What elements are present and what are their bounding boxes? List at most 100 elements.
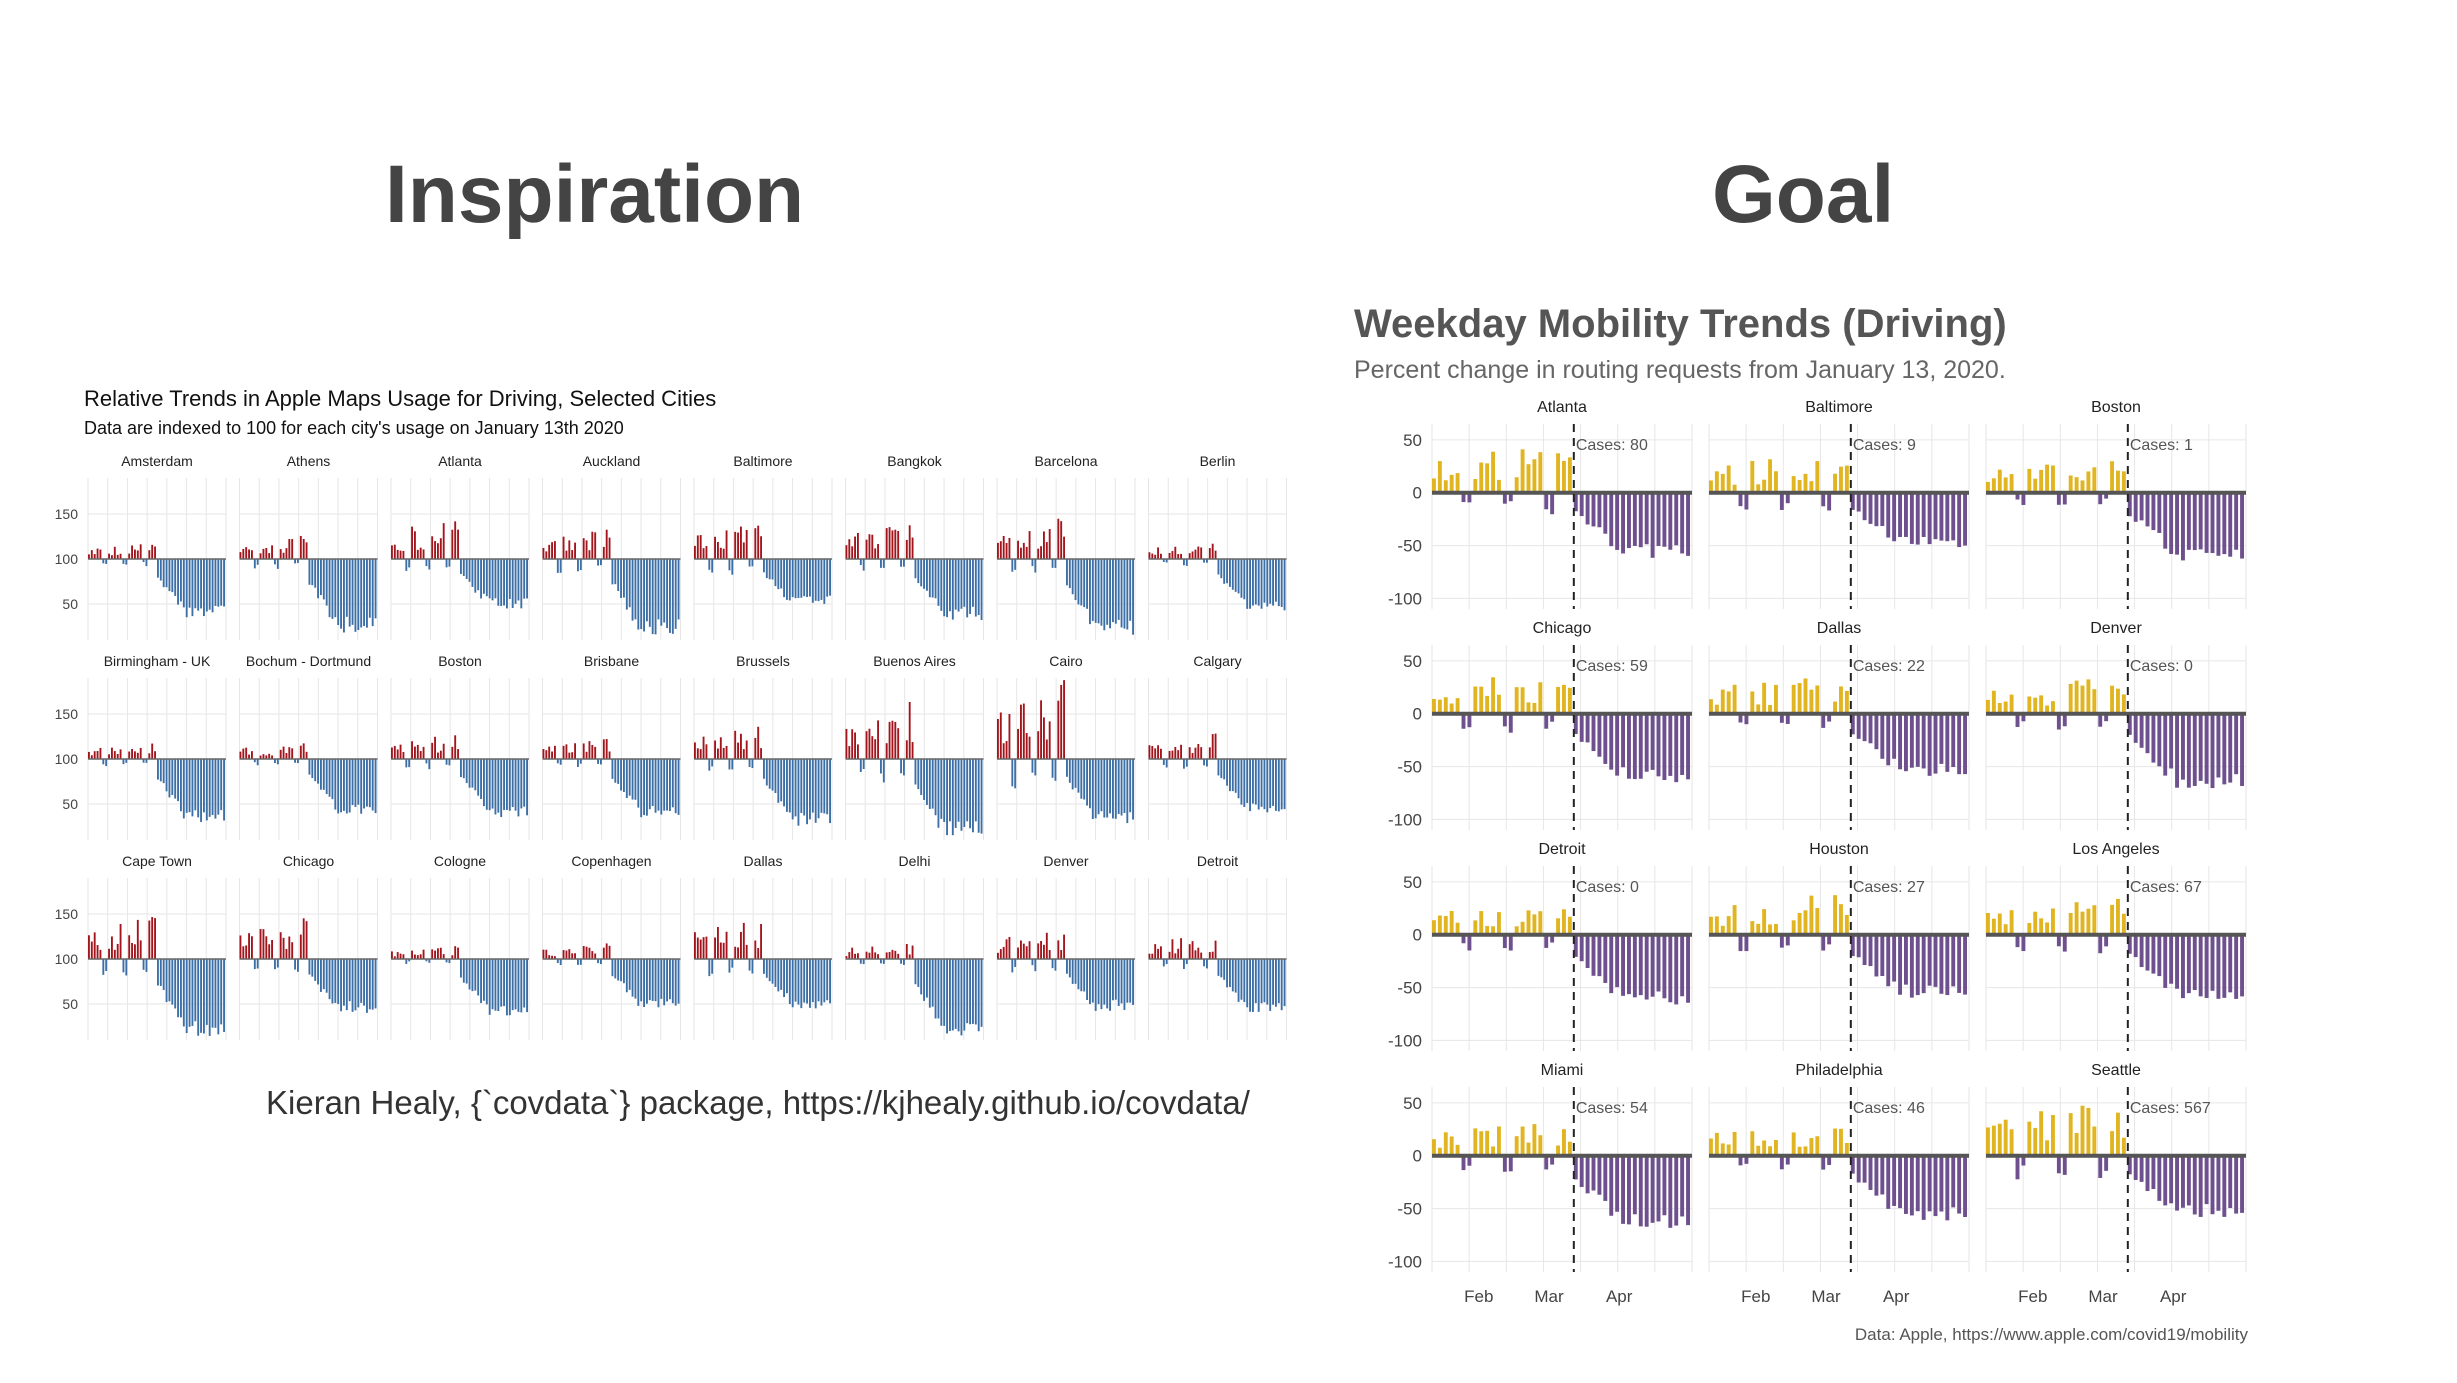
- bar: [579, 759, 582, 764]
- bar: [763, 759, 765, 779]
- bar: [517, 759, 520, 817]
- bar: [1240, 959, 1243, 1000]
- bar: [1945, 713, 1950, 772]
- bar: [1045, 542, 1048, 559]
- bar: [1986, 1127, 1990, 1156]
- bar: [317, 759, 319, 784]
- bar: [113, 751, 116, 759]
- bar: [663, 759, 666, 811]
- bar: [1603, 934, 1608, 983]
- bar: [1597, 492, 1602, 528]
- bar: [1957, 492, 1962, 548]
- bar: [148, 920, 151, 959]
- bar: [391, 545, 393, 559]
- facet-label: Athens: [287, 453, 331, 469]
- bar: [731, 959, 734, 968]
- bar: [660, 759, 663, 815]
- bar: [1591, 934, 1596, 976]
- facet-seattle: [1985, 1087, 2247, 1272]
- y-tick-label: -50: [1397, 758, 1422, 777]
- cases-label: Cases: 22: [1853, 658, 1925, 675]
- bar: [239, 751, 242, 759]
- y-tick-label: 0: [1413, 705, 1422, 724]
- x-tick-label: Mar: [2088, 1287, 2118, 1306]
- bar: [602, 947, 605, 959]
- bar: [1709, 699, 1713, 714]
- bar: [1957, 1155, 1962, 1214]
- bar: [1077, 959, 1080, 990]
- bar: [188, 559, 191, 608]
- bar: [2181, 1155, 2185, 1208]
- bar: [351, 559, 354, 625]
- bar: [399, 744, 402, 759]
- bar: [2192, 492, 2197, 551]
- bar: [1089, 959, 1091, 1005]
- bar: [657, 759, 660, 811]
- bar: [1963, 713, 1967, 775]
- bar: [969, 959, 971, 1025]
- bar: [1260, 559, 1263, 609]
- bar: [611, 759, 614, 779]
- bar: [294, 759, 296, 763]
- bar: [885, 952, 888, 959]
- bar: [937, 559, 940, 606]
- bar: [651, 759, 654, 807]
- bar: [2003, 701, 2008, 714]
- facet-boston: [1985, 424, 2247, 609]
- bar: [1615, 713, 1620, 776]
- bar: [337, 559, 340, 626]
- bar: [877, 544, 879, 559]
- bar: [2163, 934, 2168, 988]
- bar: [325, 559, 328, 606]
- bar: [1473, 479, 1478, 493]
- bar: [2062, 492, 2067, 505]
- x-tick-label: Apr: [2160, 1287, 2187, 1306]
- bar: [699, 749, 702, 759]
- facet-label: Calgary: [1193, 653, 1241, 669]
- bar: [285, 753, 288, 759]
- bar: [745, 529, 748, 559]
- bar: [285, 548, 288, 559]
- bar: [757, 726, 760, 759]
- bar: [203, 759, 205, 813]
- bar: [1014, 759, 1017, 789]
- bar: [165, 759, 168, 792]
- bar: [448, 959, 451, 964]
- bar: [646, 559, 648, 622]
- facet-label: Los Angeles: [2072, 841, 2159, 858]
- bar: [857, 953, 859, 959]
- bar: [571, 953, 574, 959]
- bar: [1117, 959, 1120, 1006]
- bar: [862, 559, 865, 571]
- bar: [1220, 759, 1223, 779]
- bar: [862, 959, 865, 965]
- bar: [1774, 684, 1778, 714]
- bar: [934, 559, 937, 599]
- bar: [1100, 759, 1103, 812]
- bar: [1573, 492, 1578, 512]
- bar: [1485, 1130, 1490, 1156]
- bar: [2015, 934, 2020, 948]
- bar: [180, 559, 182, 602]
- bar: [1031, 959, 1034, 966]
- bar: [105, 559, 108, 564]
- bar: [399, 550, 402, 559]
- bar: [1909, 1155, 1914, 1216]
- bar: [1856, 492, 1861, 512]
- bar: [1991, 918, 1996, 935]
- bar: [2121, 1137, 2126, 1156]
- bar: [760, 748, 762, 759]
- bar: [1008, 936, 1011, 959]
- bar: [625, 559, 628, 610]
- bar: [654, 559, 657, 635]
- bar: [677, 959, 680, 1004]
- bar: [2068, 1113, 2073, 1156]
- bar: [1809, 689, 1814, 714]
- bar: [363, 759, 365, 809]
- bar: [299, 745, 302, 759]
- bar: [2216, 934, 2221, 999]
- bar: [2175, 1155, 2179, 1211]
- bar: [1709, 1138, 1713, 1156]
- bar: [1526, 910, 1531, 935]
- bar: [719, 942, 722, 959]
